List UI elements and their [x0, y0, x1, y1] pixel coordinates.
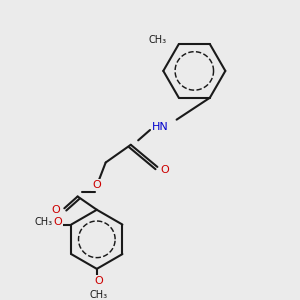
Text: CH₃: CH₃: [149, 34, 167, 45]
Text: O: O: [160, 165, 169, 175]
Text: CH₃: CH₃: [34, 217, 52, 227]
Text: CH₃: CH₃: [89, 290, 107, 300]
Text: O: O: [94, 276, 103, 286]
Text: O: O: [54, 217, 62, 227]
Text: O: O: [92, 180, 101, 190]
Text: O: O: [52, 205, 60, 215]
Text: HN: HN: [152, 122, 169, 132]
